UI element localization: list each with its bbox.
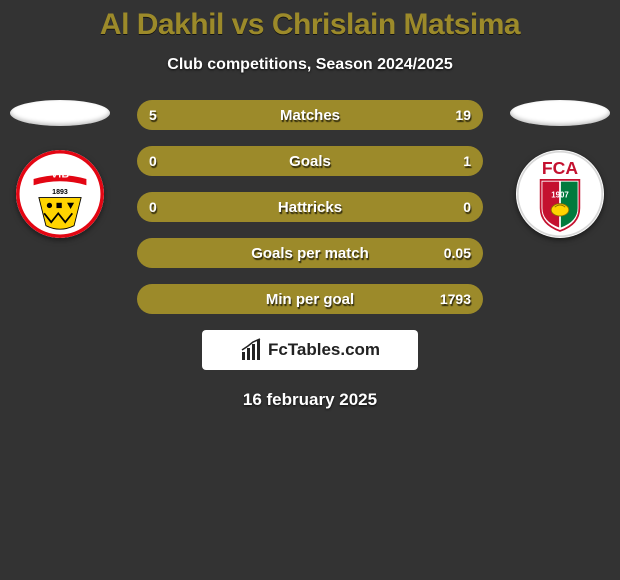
competition-subtitle: Club competitions, Season 2024/2025 [0,56,620,74]
stat-label: Goals per match [251,245,369,262]
stat-row: 0 Goals 1 [137,146,483,176]
page-title: Al Dakhil vs Chrislain Matsima [0,0,620,42]
stat-left-value: 0 [149,199,157,215]
stat-label: Min per goal [266,291,354,308]
stat-row: Goals per match 0.05 [137,238,483,268]
svg-text:1893: 1893 [52,189,68,196]
player-right-pedestal [510,100,610,126]
stat-right-value: 19 [455,107,471,123]
svg-text:VfB: VfB [51,168,70,180]
club-logo-left: VfB 1893 [16,150,104,238]
stat-right-value: 1793 [440,291,471,307]
stat-right-value: 0.05 [444,245,471,261]
branding-text: FcTables.com [268,340,380,360]
svg-text:1907: 1907 [551,191,569,200]
date-text: 16 february 2025 [0,390,620,410]
stat-row: 0 Hattricks 0 [137,192,483,222]
stat-right-value: 0 [463,199,471,215]
bar-chart-icon [240,338,264,362]
svg-text:FCA: FCA [542,158,578,178]
branding-box: FcTables.com [202,330,418,370]
vfb-stuttgart-icon: VfB 1893 [16,150,104,238]
stat-left-value: 0 [149,153,157,169]
stat-left-value: 5 [149,107,157,123]
stat-row: Min per goal 1793 [137,284,483,314]
club-logo-right: FCA 1907 [516,150,604,238]
comparison-area: VfB 1893 FCA 1907 5 Matches 19 0 [0,100,620,410]
stat-label: Goals [289,153,331,170]
player-left-pedestal [10,100,110,126]
fc-augsburg-icon: FCA 1907 [516,150,604,238]
stat-label: Hattricks [278,199,342,216]
stat-row: 5 Matches 19 [137,100,483,130]
stats-list: 5 Matches 19 0 Goals 1 0 Hattricks 0 Goa… [137,100,483,314]
stat-right-value: 1 [463,153,471,169]
stat-label: Matches [280,107,340,124]
